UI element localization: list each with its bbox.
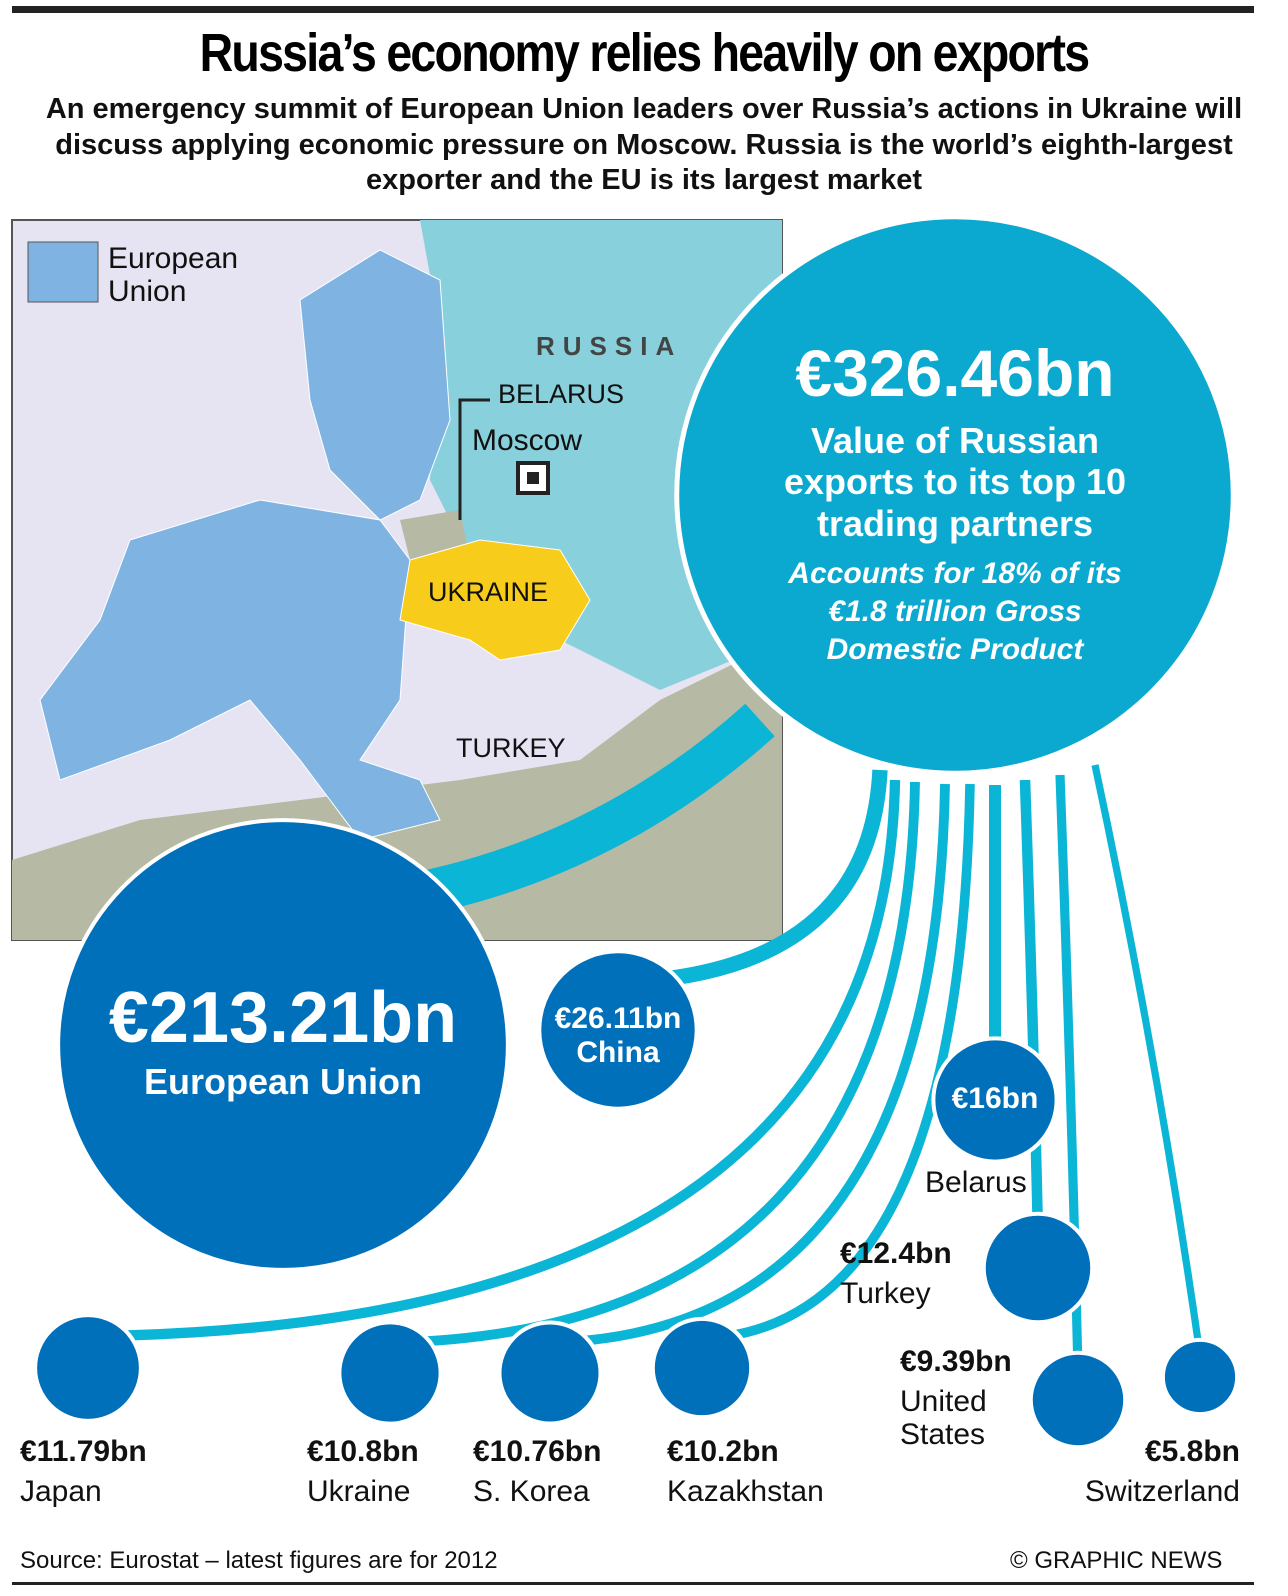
bubble-value: €12.4bn [840,1237,952,1270]
bubble [981,1211,1095,1325]
bubble [537,949,699,1111]
map-ukraine [399,539,591,661]
bubble-name: S. Korea [473,1475,590,1508]
map-label: BELARUS [498,379,625,409]
bubble [33,1313,143,1423]
total-note: Accounts for 18% of its €1.8 trillion Gr… [788,557,1122,667]
map-eu [39,499,441,841]
link [549,783,950,1348]
bubble [337,1320,443,1426]
legend-label: European Union [108,242,239,308]
credit: © GRAPHIC NEWS [1010,1547,1223,1574]
bubble-name: European Union [143,1061,422,1102]
link [1019,779,1044,1236]
bubble [1028,1350,1128,1450]
bubble-value: €10.2bn [667,1435,779,1468]
bubble-name: Switzerland [1084,1475,1240,1508]
map-label: RUSSIA [536,331,683,361]
bubble-name: Turkey [840,1277,931,1310]
moscow-marker-dot [527,472,539,484]
bubble-value: €10.76bn [473,1435,602,1468]
legend-swatch [27,241,99,303]
bubble [1160,1337,1240,1417]
link [701,783,975,1344]
bubble-value: €9.39bn [900,1345,1012,1378]
bubble-value: €26.11bn [554,1001,682,1035]
bubble-value: €213.21bn [108,977,458,1058]
bubble-value: €16bn [951,1082,1039,1115]
bubble-value: €11.79bn [20,1435,147,1468]
subtitle: An emergency summit of European Union le… [45,93,1243,197]
total-caption: Value of Russian exports to its top 10 t… [783,420,1127,544]
bubble [56,818,510,1272]
bubble-name: Ukraine [307,1475,411,1508]
bubble [650,1316,754,1420]
bubble-value: €5.8bn [1144,1435,1240,1468]
bubble-name: Japan [20,1475,102,1508]
bubble [497,1320,603,1426]
map-label: TURKEY [456,733,566,763]
bottom-rule [12,1582,1254,1585]
link [87,779,901,1342]
map-scandinavia [299,249,451,521]
bubble-name: United States [900,1385,987,1451]
title: Russia’s economy relies heavily on expor… [199,23,1091,83]
link [617,769,888,991]
top-rule [12,6,1254,13]
map-label: Moscow [472,424,583,457]
source: Source: Eurostat – latest figures are fo… [20,1547,498,1574]
bubble-name: Belarus [925,1166,1027,1199]
belarus-pointer [458,398,490,520]
total-value: €326.46bn [795,336,1115,410]
bubble-name: China [576,1036,660,1069]
total-bubble [674,214,1236,776]
map-label: UKRAINE [428,577,549,607]
bubble-name: Kazakhstan [667,1475,824,1508]
map [11,219,783,941]
link [1091,764,1204,1356]
bubble [931,1036,1059,1164]
bubble-value: €10.8bn [307,1435,419,1468]
